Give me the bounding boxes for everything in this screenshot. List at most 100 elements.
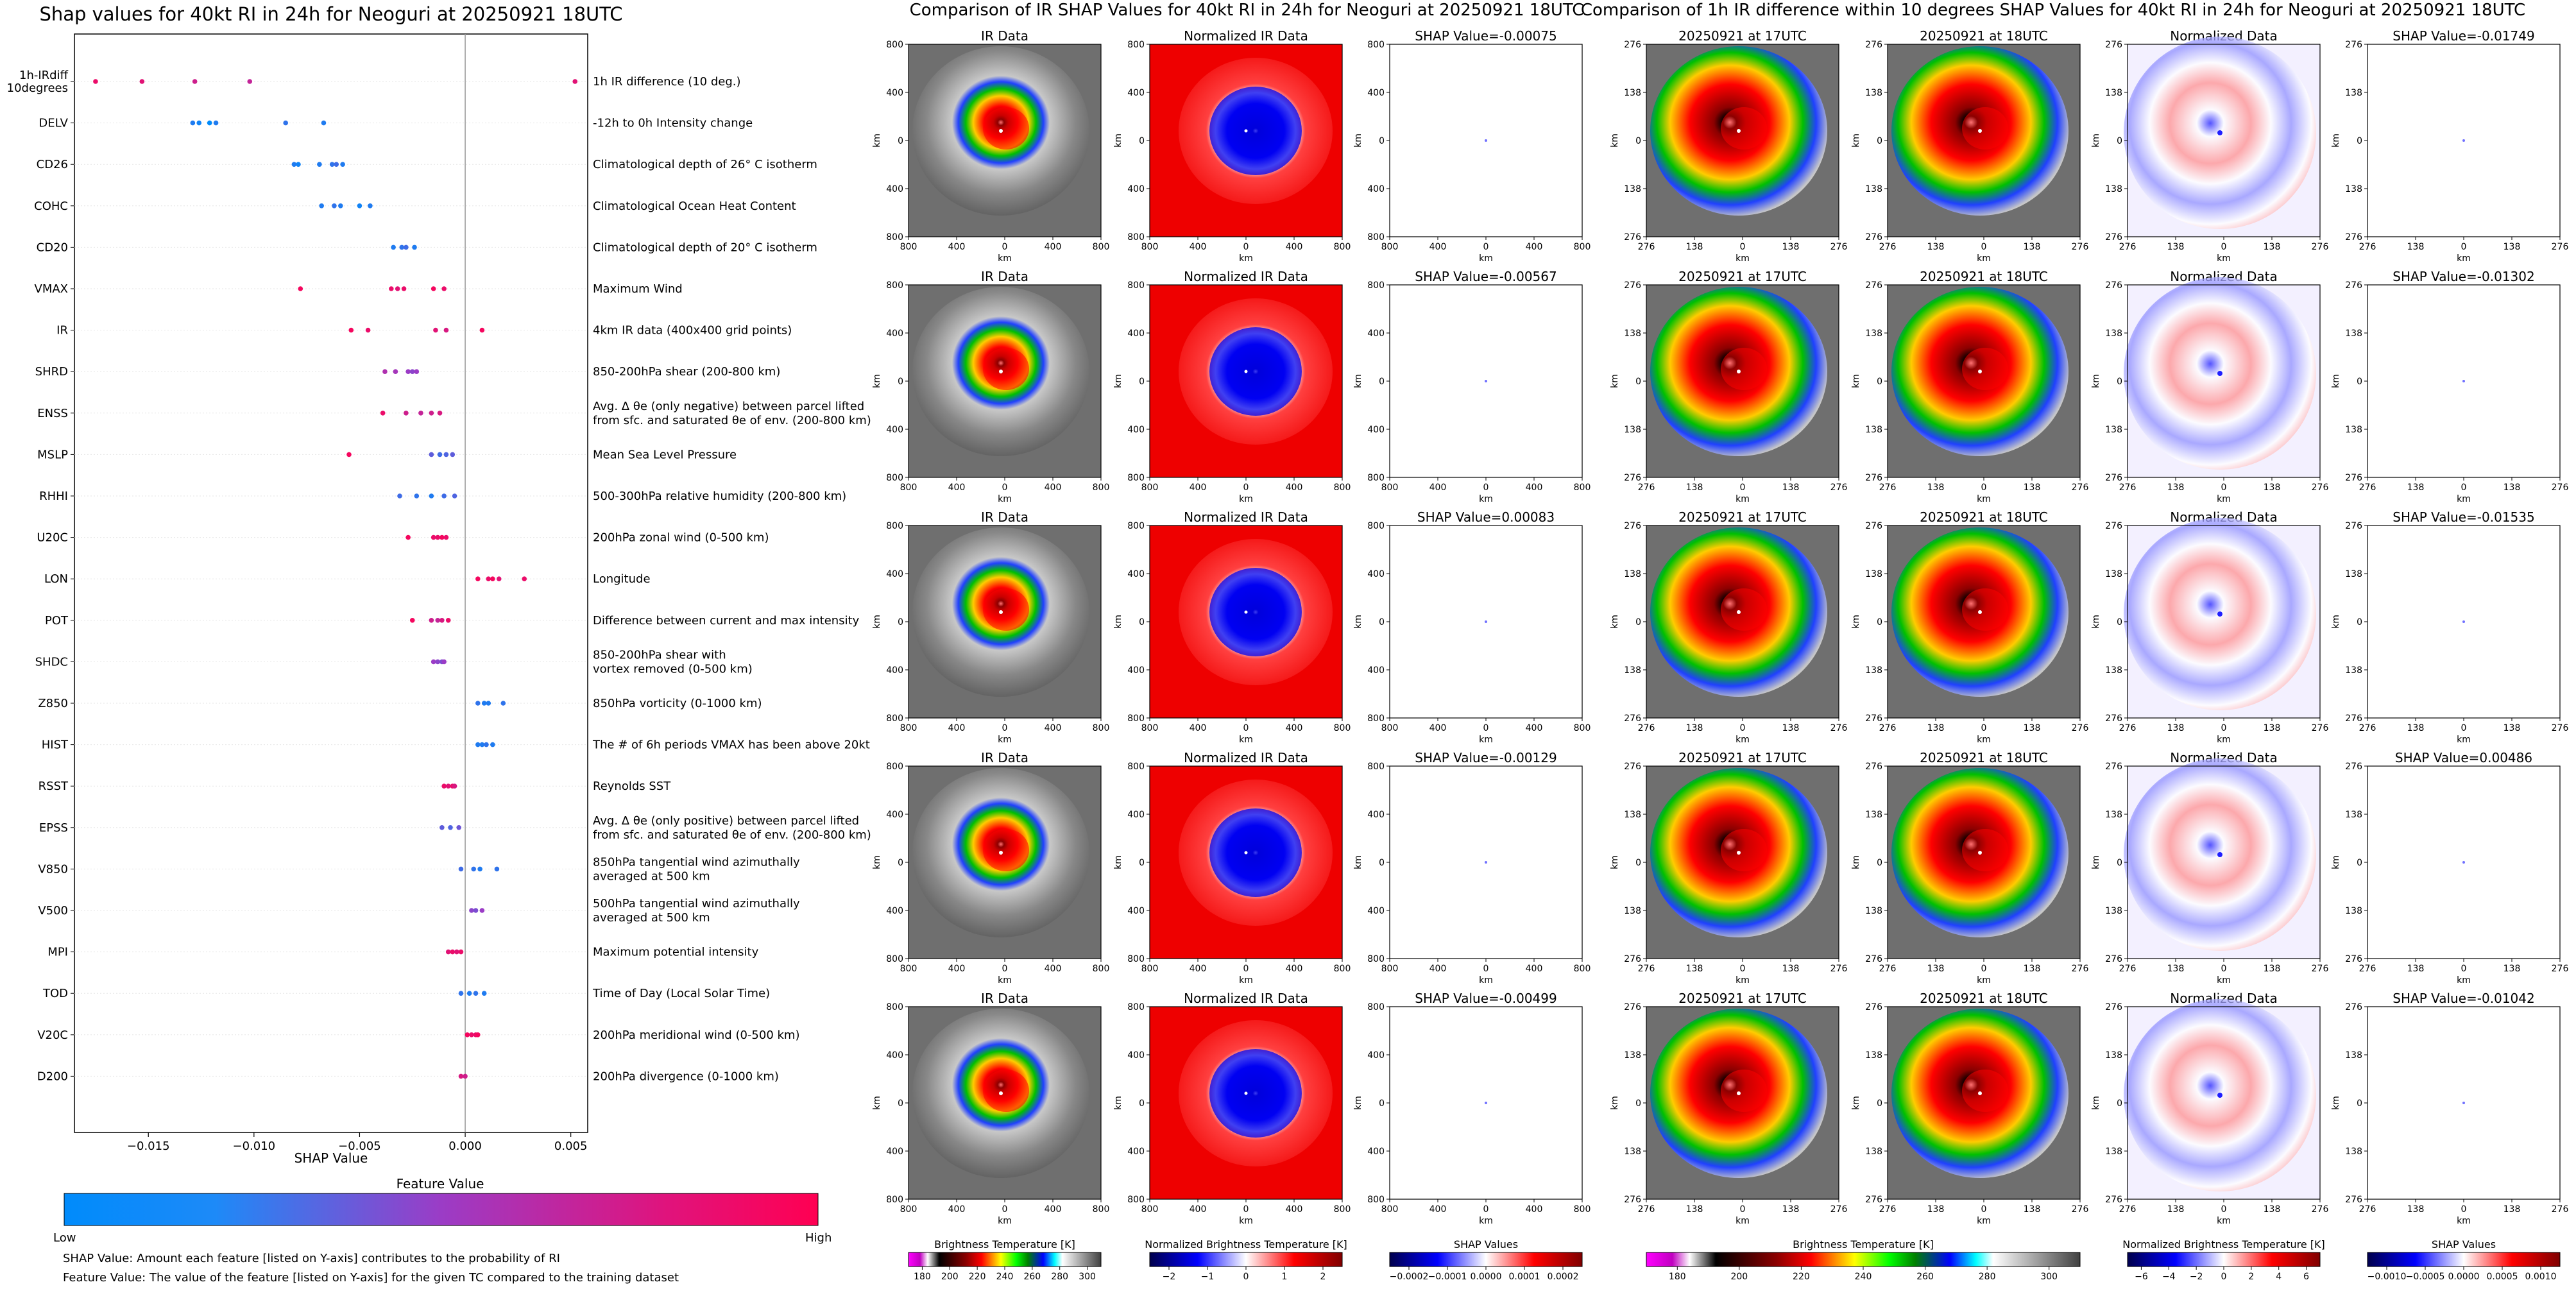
y-tick-label: 276 — [1624, 521, 1641, 531]
y-tick-label: 800 — [1127, 713, 1145, 724]
y-axis-label: km — [1851, 615, 1861, 629]
feature-row: U20C 200hPa zonal wind (0-500 km) — [37, 531, 769, 545]
storm-eye — [1978, 129, 1982, 133]
y-tick-label: 0 — [2357, 1098, 2362, 1109]
colorbar-tick-label: 0.0005 — [2487, 1272, 2518, 1282]
panel-title: 20250921 at 18UTC — [1920, 991, 2048, 1006]
x-axis-label: km — [1736, 494, 1750, 504]
y-tick-label: 276 — [2345, 280, 2362, 291]
x-tick-label: 276 — [1879, 1204, 1897, 1215]
feature-code-label: 10degrees — [7, 81, 68, 95]
y-tick-label: 400 — [886, 906, 903, 916]
image-panel: 20250921 at 17UTC27627613813800138138276… — [1610, 991, 1847, 1226]
y-tick-label: 400 — [1367, 1050, 1385, 1061]
shap-point — [409, 618, 415, 623]
norm-eye — [1244, 1091, 1248, 1095]
feature-value-note: Feature Value: The value of the feature … — [63, 1271, 679, 1285]
colorbar-tick-label: 0.0010 — [2525, 1272, 2557, 1282]
shap-point — [486, 576, 491, 581]
shap-point — [445, 949, 451, 955]
x-tick-label: 800 — [900, 723, 917, 733]
panel-title: SHAP Value=-0.00075 — [1415, 28, 1557, 44]
feature-description: Mean Sea Level Pressure — [593, 448, 737, 461]
y-tick-label: 400 — [886, 425, 903, 435]
feature-row: RSST Reynolds SST — [38, 780, 672, 793]
x-tick-label: 800 — [1141, 242, 1159, 252]
y-tick-label: 0 — [2117, 136, 2122, 146]
y-tick-label: 138 — [1624, 569, 1641, 579]
x-axis-label: km — [998, 1216, 1012, 1226]
feature-description: Maximum Wind — [593, 282, 683, 296]
shap-point — [481, 701, 487, 706]
shap-point — [319, 203, 324, 209]
shap-point — [441, 493, 447, 499]
image-panel: SHAP Value=-0.01749276276138138001381382… — [2331, 28, 2568, 264]
colorbar-label: Normalized Brightness Temperature [K] — [1145, 1238, 1347, 1251]
colorbar-tick-label: −0.0002 — [1390, 1272, 1429, 1282]
x-tick-label: 138 — [2264, 964, 2281, 974]
image-panel: SHAP Value=0.004862762761381380013813827… — [2331, 750, 2568, 986]
shap-plot-frame — [74, 33, 588, 1133]
y-axis-label: km — [2331, 374, 2341, 388]
storm-eye — [999, 610, 1003, 614]
x-tick-label: 0 — [1002, 482, 1008, 493]
image-panel: 20250921 at 17UTC27627613813800138138276… — [1610, 28, 1847, 264]
y-tick-label: 0 — [1379, 1098, 1385, 1109]
y-tick-label: 0 — [1635, 377, 1641, 387]
y-tick-label: 0 — [1877, 136, 1882, 146]
y-tick-label: 138 — [1865, 88, 1882, 98]
y-tick-label: 400 — [1367, 665, 1385, 676]
x-tick-label: 0 — [1740, 964, 1746, 974]
x-tick-label: 276 — [2312, 964, 2329, 974]
colorbar: Brightness Temperature [K] 180 200 220 240 26… — [1646, 1238, 2081, 1282]
y-tick-label: 276 — [2105, 1002, 2122, 1012]
y-axis-label: km — [872, 1096, 882, 1110]
shap-point — [486, 701, 491, 706]
colorbar-label: Normalized Brightness Temperature [K] — [2122, 1238, 2325, 1251]
shap-point — [484, 742, 489, 747]
shap-point — [522, 576, 527, 581]
x-tick-label: 138 — [2503, 482, 2521, 493]
x-tick-label: 138 — [1927, 482, 1945, 493]
colorbar-tick-label: 220 — [969, 1272, 986, 1282]
x-tick-label: 400 — [1429, 1204, 1447, 1215]
shap-x-axis: −0.015 −0.010 −0.005 0.000 0.005 — [127, 1132, 587, 1153]
y-tick-label: 400 — [1367, 329, 1385, 339]
y-tick-label: 276 — [1624, 954, 1641, 964]
x-tick-label: 0 — [1483, 242, 1489, 252]
x-tick-label: 800 — [1574, 964, 1591, 974]
y-tick-label: 138 — [1865, 329, 1882, 339]
x-axis-label: km — [1239, 253, 1253, 264]
x-tick-label: 0 — [1981, 242, 1987, 252]
x-tick-label: 0 — [2221, 1204, 2227, 1215]
colorbar-tick-label: −0.0005 — [2406, 1272, 2445, 1282]
y-tick-label: 400 — [886, 88, 903, 98]
x-tick-label: 400 — [1526, 1204, 1543, 1215]
shap-point — [414, 369, 420, 374]
feature-description: 500-300hPa relative humidity (200-800 km… — [593, 490, 846, 503]
x-axis-label: km — [2457, 975, 2471, 986]
diff-center — [2217, 611, 2222, 617]
colorbar-tick-label: −4 — [2162, 1272, 2176, 1282]
shap-point — [435, 618, 441, 623]
feature-row: MSLP Mean Sea Level Pressure — [37, 448, 737, 461]
x-tick-label: 138 — [2407, 1204, 2425, 1215]
x-tick-label: 800 — [1141, 1204, 1159, 1215]
colorbar: Normalized Brightness Temperature [K] −2 −… — [1145, 1238, 1347, 1282]
colorbar-tick-label: −0.0001 — [1428, 1272, 1467, 1282]
feature-description: Reynolds SST — [593, 780, 671, 793]
x-tick-label: 276 — [1830, 482, 1848, 493]
y-tick-label: 138 — [1865, 569, 1882, 579]
shap-point — [454, 949, 459, 955]
x-tick-label: 138 — [2264, 242, 2281, 252]
y-axis-label: km — [1353, 615, 1363, 629]
right-title: Comparison of 1h IR difference within 10… — [1581, 1, 2525, 20]
x-tick-label: 276 — [2359, 964, 2376, 974]
x-tick-label: 0 — [1740, 1204, 1746, 1215]
feature-description: 500hPa tangential wind azimuthally — [593, 897, 800, 910]
shap-point — [441, 286, 447, 291]
shap-point — [458, 1073, 464, 1079]
